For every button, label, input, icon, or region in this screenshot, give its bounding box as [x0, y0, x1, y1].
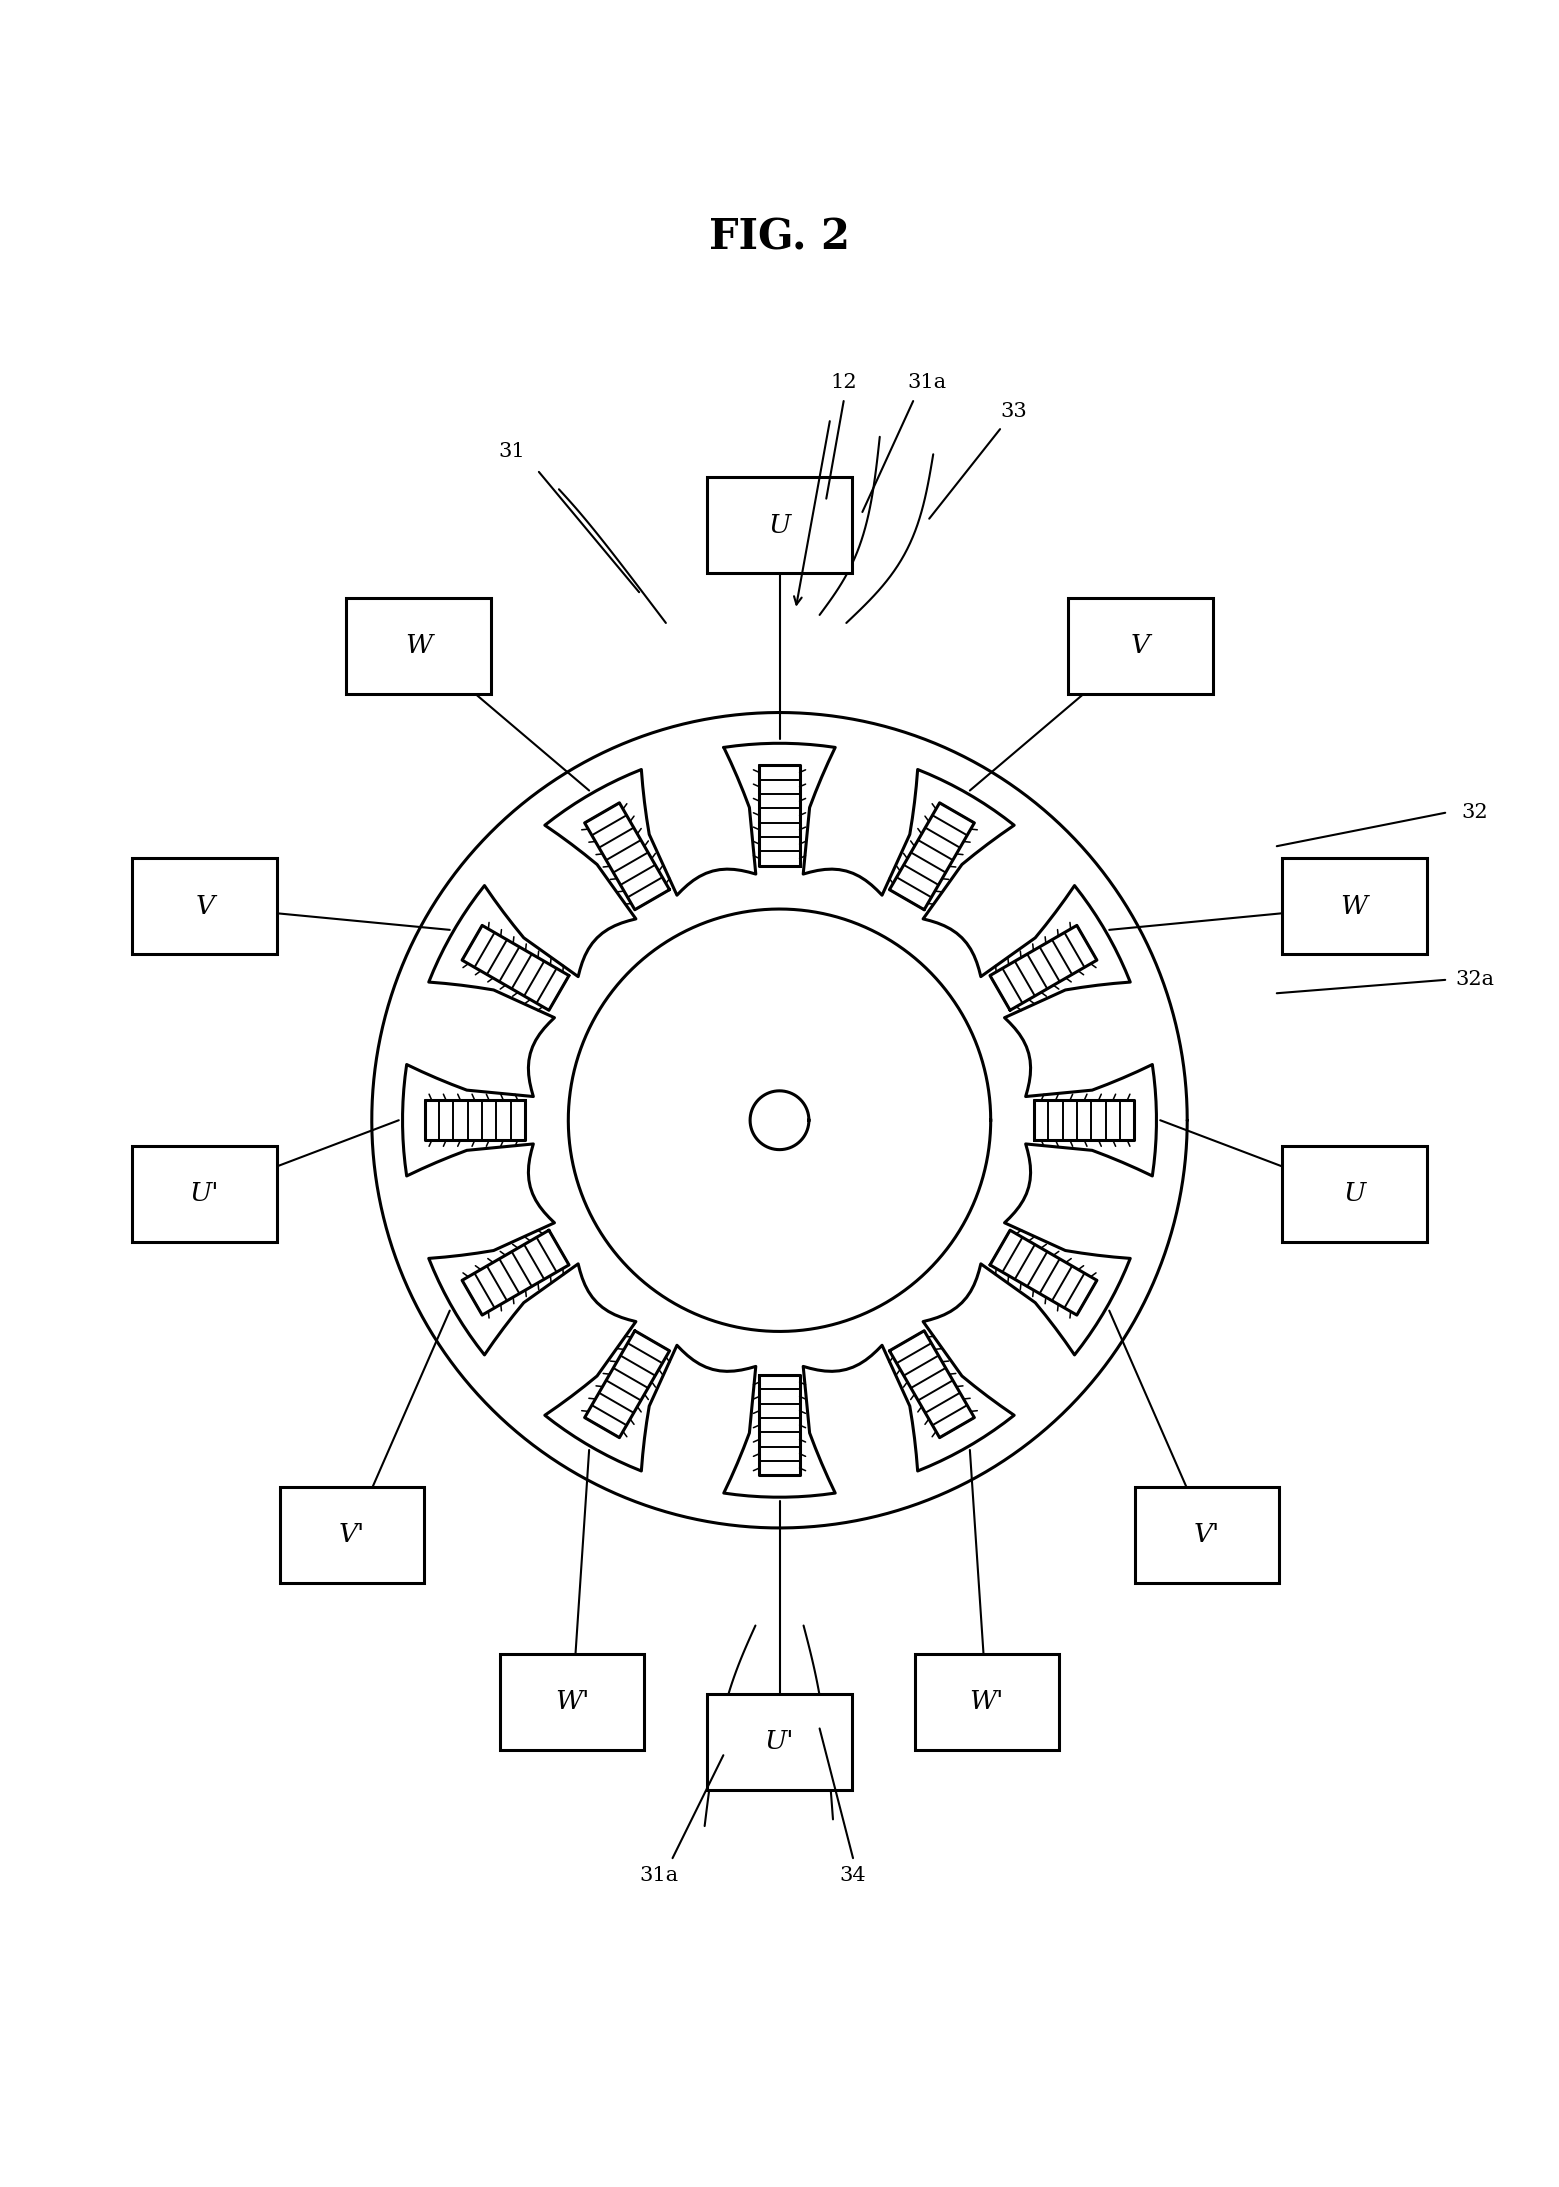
FancyBboxPatch shape	[1281, 857, 1426, 954]
FancyBboxPatch shape	[133, 857, 278, 954]
Text: W: W	[405, 634, 432, 658]
Text: V: V	[195, 894, 214, 919]
FancyBboxPatch shape	[346, 597, 491, 693]
Text: 32: 32	[1461, 803, 1487, 822]
Text: FIG. 2: FIG. 2	[709, 217, 850, 258]
FancyBboxPatch shape	[133, 1146, 278, 1242]
FancyBboxPatch shape	[279, 1487, 424, 1583]
Text: U: U	[769, 514, 790, 538]
Text: 31a: 31a	[639, 1866, 678, 1885]
Text: V': V'	[338, 1522, 365, 1546]
Text: 12: 12	[831, 372, 857, 391]
FancyBboxPatch shape	[708, 477, 851, 573]
Text: U': U'	[765, 1730, 794, 1754]
Text: 34: 34	[840, 1866, 867, 1885]
Text: V': V'	[1194, 1522, 1221, 1546]
Text: U': U'	[190, 1181, 220, 1207]
Text: 33: 33	[999, 402, 1027, 422]
Text: 31a: 31a	[907, 372, 946, 391]
Text: 31: 31	[499, 442, 525, 461]
FancyBboxPatch shape	[1281, 1146, 1426, 1242]
FancyBboxPatch shape	[500, 1653, 644, 1750]
Text: V: V	[1130, 634, 1151, 658]
Text: W': W'	[555, 1688, 589, 1715]
Text: W: W	[1341, 894, 1367, 919]
Text: U: U	[1344, 1181, 1366, 1207]
FancyBboxPatch shape	[915, 1653, 1059, 1750]
Text: 32a: 32a	[1455, 971, 1494, 989]
Text: W': W'	[970, 1688, 1004, 1715]
FancyBboxPatch shape	[1135, 1487, 1280, 1583]
FancyBboxPatch shape	[708, 1693, 851, 1789]
FancyBboxPatch shape	[1068, 597, 1213, 693]
